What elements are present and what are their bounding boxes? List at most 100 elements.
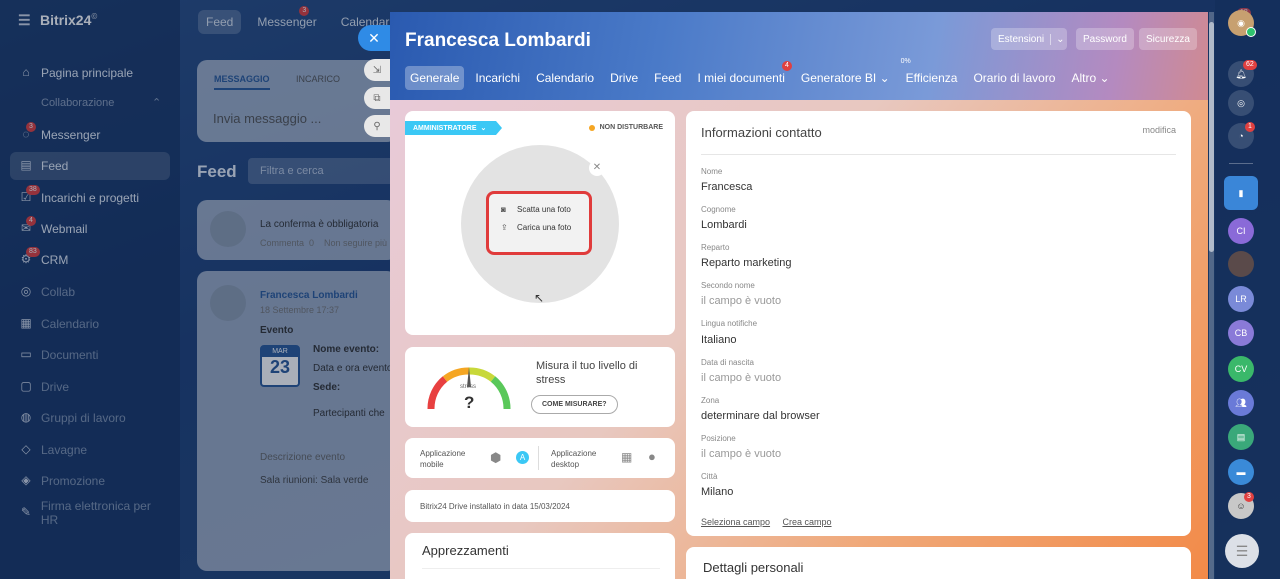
contact-card-icon[interactable]: ▤	[1228, 424, 1254, 450]
sidebar-item-calendar[interactable]: ▦ Calendario	[10, 310, 170, 338]
chevron-down-icon: ⌄	[1050, 33, 1065, 45]
field-value[interactable]: il campo è vuoto	[701, 295, 782, 307]
field-value[interactable]: Reparto marketing	[701, 257, 792, 269]
sidebar-item-messenger[interactable]: ◌ 3 Messenger	[10, 121, 170, 149]
left-sidebar: ☰ Bitrix24© ⌂ Pagina principale Collaboraz…	[0, 0, 180, 579]
role-tag[interactable]: AMMINISTRATORE ⌄	[405, 121, 503, 135]
sidebar-item-tasks[interactable]: ☑ 38 Incarichi e progetti	[10, 184, 170, 212]
avatar[interactable]	[1228, 251, 1254, 277]
field-actions: Seleziona campo Crea campo	[701, 512, 832, 530]
collab-icon: ◎	[20, 284, 32, 298]
copy-link-button[interactable]: ⚲	[364, 115, 390, 137]
take-photo-option[interactable]: ◙ Scatta una foto	[501, 205, 571, 214]
tab-general[interactable]: Generale	[405, 66, 465, 90]
brand-logo[interactable]: ☰ Bitrix24©	[18, 12, 98, 28]
composer-tab-message[interactable]: MESSAGGIO	[214, 74, 270, 90]
sidebar-item-webmail[interactable]: ✉ 4 Webmail	[10, 215, 170, 243]
tab-efficiency[interactable]: 0% Efficienza	[900, 58, 958, 85]
feed-filter-input[interactable]: Filtra e cerca	[248, 158, 398, 184]
android-icon[interactable]: ⬢	[490, 450, 502, 465]
photo-menu: ◙ Scatta una foto ⇪ Carica una foto	[486, 191, 592, 255]
upload-photo-option[interactable]: ⇪ Carica una foto	[501, 223, 572, 232]
field-value[interactable]: determinare dal browser	[701, 410, 820, 422]
field-label: Città	[701, 472, 718, 481]
avatar	[210, 285, 246, 321]
mobile-app-label: Applicazione mobile	[420, 449, 466, 469]
security-button[interactable]: Sicurezza	[1139, 28, 1197, 50]
tab-feed[interactable]: Feed	[654, 71, 682, 85]
apps-card: Applicazione mobile ⬢ A Applicazione des…	[405, 438, 675, 478]
tab-feed[interactable]: Feed	[198, 10, 242, 34]
field-label: Nome	[701, 167, 723, 176]
sidebar-item-documents[interactable]: ▭ Documenti	[10, 341, 170, 369]
chat-bubble-icon[interactable]: ▬	[1228, 459, 1254, 485]
post-author[interactable]: Francesca Lombardi	[260, 290, 358, 301]
tab-calendar[interactable]: Calendario	[536, 71, 595, 85]
menu-button[interactable]: ☰	[1225, 534, 1259, 568]
extensions-button[interactable]: Estensioni ⌄	[991, 28, 1067, 50]
composer-tab-task[interactable]: INCARICO	[296, 74, 341, 84]
field-value[interactable]: Lombardi	[701, 219, 747, 231]
tab-my-documents[interactable]: I miei documenti 4	[692, 61, 792, 90]
tab-tasks[interactable]: Incarichi	[475, 71, 521, 85]
sidebar-item-boards[interactable]: ◇ Lavagne	[10, 436, 170, 464]
sidebar-item-groups[interactable]: ◍ Gruppi di lavoro	[10, 404, 170, 432]
contact-info-title: Informazioni contatto	[701, 125, 822, 140]
menu-icon[interactable]: ☰	[18, 12, 31, 28]
desktop-app-label: Applicazione desktop	[551, 449, 597, 469]
profile-body: AMMINISTRATORE ⌄ NON DISTURBARE ✕ ◙ Scatta…	[390, 100, 1208, 579]
open-new-window-button[interactable]: ⧉	[364, 87, 390, 109]
select-field-link[interactable]: Seleziona campo	[701, 517, 771, 527]
slider-scrollbar[interactable]	[1209, 12, 1214, 579]
appreciations-card: Apprezzamenti	[405, 533, 675, 579]
event-name-label: Nome evento:	[313, 344, 380, 355]
field-value[interactable]: Milano	[701, 486, 734, 498]
sidebar-item-home[interactable]: ⌂ Pagina principale	[10, 59, 170, 87]
link-icon: ⚲	[373, 120, 381, 132]
create-field-link[interactable]: Crea campo	[782, 517, 832, 527]
bookmark-icon[interactable]: ▮	[1224, 176, 1258, 210]
sidebar-item-promo[interactable]: ◈ Promozione	[10, 467, 170, 495]
groups-icon: ◍	[20, 410, 32, 424]
tab-more[interactable]: Altro ⌄	[1071, 71, 1110, 85]
field-value[interactable]: Italiano	[701, 334, 737, 346]
field-value[interactable]: il campo è vuoto	[701, 448, 782, 460]
composer-input[interactable]: Invia messaggio ...	[213, 111, 322, 126]
sidebar-item-drive[interactable]: ▢ Drive	[10, 373, 170, 401]
close-slider-button[interactable]: ✕	[358, 25, 390, 51]
tab-messenger[interactable]: Messenger 3	[257, 6, 317, 29]
crm-icon: ⚙ 83	[18, 247, 40, 268]
field-value[interactable]: il campo è vuoto	[701, 372, 782, 384]
avatar[interactable]: CB	[1228, 320, 1254, 346]
scrollbar-thumb[interactable]	[1209, 22, 1214, 252]
sidebar-section-collab[interactable]: Collaborazione ⌃	[41, 97, 162, 109]
apple-icon[interactable]: ●	[648, 449, 656, 464]
minimize-slider-button[interactable]: ⇲	[364, 59, 390, 81]
boards-icon: ◇	[21, 442, 31, 456]
external-link-icon: ⧉	[373, 92, 381, 104]
remove-photo-button[interactable]: ✕	[589, 160, 605, 176]
mail-icon: ✉ 4	[18, 216, 36, 237]
tab-work-time[interactable]: Orario di lavoro	[973, 71, 1056, 85]
sidebar-item-collab[interactable]: ◎ Collab	[10, 278, 170, 306]
group-avatar-icon[interactable]: 👥︎	[1228, 390, 1254, 416]
activity-icon[interactable]: ◎	[1228, 90, 1254, 116]
status-badge[interactable]: NON DISTURBARE	[588, 124, 663, 131]
edit-contact-link[interactable]: modifica	[1142, 125, 1176, 135]
chevron-up-icon: ⌃	[152, 97, 162, 109]
app-store-icon[interactable]: A	[516, 451, 529, 464]
avatar[interactable]: CV	[1228, 356, 1254, 382]
sidebar-item-feed[interactable]: ▤ Feed	[10, 152, 170, 180]
sidebar-item-crm[interactable]: ⚙ 83 CRM	[10, 246, 170, 274]
tab-bi-builder[interactable]: Generatore BI ⌄	[800, 71, 890, 85]
tab-drive[interactable]: Drive	[610, 71, 639, 85]
avatar[interactable]: LR	[1228, 286, 1254, 312]
field-value[interactable]: Francesca	[701, 181, 753, 193]
windows-icon[interactable]: ▦	[621, 450, 633, 464]
tasks-icon: ☑ 38	[18, 185, 40, 206]
how-to-measure-button[interactable]: COME MISURARE?	[531, 395, 618, 414]
password-button[interactable]: Password	[1076, 28, 1134, 50]
avatar[interactable]: CI	[1228, 218, 1254, 244]
sidebar-item-signature[interactable]: ✎ Firma elettronica per HR	[10, 499, 170, 527]
drive-installed-card: Bitrix24 Drive installato in data 15/03/…	[405, 490, 675, 522]
